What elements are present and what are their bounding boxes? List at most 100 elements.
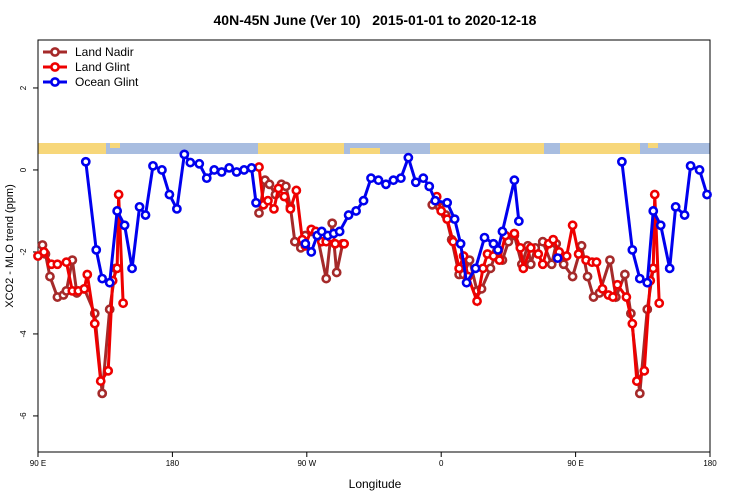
data-point: [95, 376, 106, 386]
data-point: [358, 195, 369, 206]
data-point: [685, 160, 696, 171]
data-point: [45, 271, 55, 282]
legend-marker: [50, 77, 60, 87]
data-point: [546, 259, 557, 270]
data-point: [194, 158, 205, 169]
data-point: [442, 197, 453, 208]
data-point: [231, 167, 242, 177]
data-point: [264, 179, 275, 190]
data-point: [424, 181, 435, 192]
data-point: [39, 247, 49, 257]
x-axis-label: Longitude: [349, 477, 402, 491]
x-tick-label: 90 E: [30, 459, 46, 468]
data-point: [694, 165, 705, 175]
data-point: [306, 247, 317, 257]
data-point: [339, 238, 350, 249]
data-point: [627, 318, 638, 329]
data-point: [648, 263, 659, 274]
data-point: [61, 257, 72, 268]
data-point: [112, 206, 123, 216]
data-point: [494, 255, 505, 266]
data-point: [224, 163, 235, 173]
x-tick-label: 180: [703, 459, 717, 468]
data-point: [388, 175, 399, 186]
data-point: [548, 234, 559, 245]
data-point: [485, 263, 496, 274]
data-point: [670, 201, 681, 212]
chart-title: 40N-45N June (Ver 10) 2015-01-01 to 2020…: [214, 12, 537, 28]
data-point: [472, 296, 482, 307]
y-tick-label: 0: [19, 167, 28, 172]
data-point: [410, 177, 421, 188]
x-tick-label: 90 E: [567, 459, 583, 468]
data-point: [478, 263, 488, 274]
data-point: [582, 271, 593, 282]
data-point: [403, 152, 414, 163]
data-point: [513, 216, 524, 227]
data-point: [209, 165, 220, 175]
land-ocean-strip: [38, 143, 710, 154]
data-point: [597, 283, 608, 294]
data-point: [448, 236, 459, 247]
data-point: [449, 214, 460, 225]
data-point: [112, 263, 123, 274]
data-point: [254, 162, 264, 172]
data-point: [179, 149, 190, 160]
data-point: [621, 292, 632, 302]
data-point: [263, 195, 273, 206]
data-point: [373, 175, 384, 186]
data-point: [269, 203, 279, 214]
data-point: [80, 156, 91, 167]
data-point: [164, 189, 175, 200]
data-point: [664, 263, 675, 274]
data-point: [157, 165, 167, 175]
data-point: [366, 173, 376, 184]
data-point: [97, 388, 108, 399]
data-point: [239, 165, 249, 175]
data-point: [436, 206, 447, 216]
data-point: [702, 189, 712, 200]
data-point: [148, 160, 158, 171]
data-point: [518, 263, 529, 274]
legend-label: Land Glint: [75, 60, 130, 74]
data-point: [634, 273, 645, 284]
data-point: [418, 173, 429, 184]
data-point: [103, 365, 114, 376]
series-line: [37, 166, 661, 386]
y-tick-label: -2: [19, 248, 28, 256]
data-point: [251, 197, 261, 208]
data-point: [497, 226, 508, 237]
data-point: [655, 220, 666, 231]
data-point: [525, 259, 536, 270]
data-point: [395, 173, 406, 184]
data-point: [331, 267, 342, 278]
data-point: [631, 376, 642, 386]
data-point: [330, 238, 341, 249]
data-point: [79, 283, 90, 294]
data-point: [558, 259, 569, 270]
data-point: [455, 238, 466, 249]
data-point: [654, 298, 665, 309]
data-point: [454, 263, 465, 274]
data-point: [104, 277, 115, 288]
data-point: [280, 181, 291, 192]
data-point: [285, 203, 296, 214]
plot-frame: [37, 39, 711, 453]
data-point: [567, 220, 578, 231]
data-point: [118, 298, 129, 309]
data-point: [479, 232, 490, 243]
data-point: [97, 273, 108, 284]
data-point: [567, 271, 578, 282]
data-point: [291, 185, 302, 196]
data-point: [509, 175, 520, 186]
data-point: [576, 240, 587, 251]
data-point: [201, 173, 212, 184]
data-point: [321, 273, 332, 284]
legend-label: Land Nadir: [75, 45, 134, 59]
data-point: [381, 179, 391, 190]
data-point: [679, 210, 690, 220]
data-point: [91, 244, 102, 255]
data-point: [533, 249, 544, 259]
data-point: [334, 226, 345, 237]
